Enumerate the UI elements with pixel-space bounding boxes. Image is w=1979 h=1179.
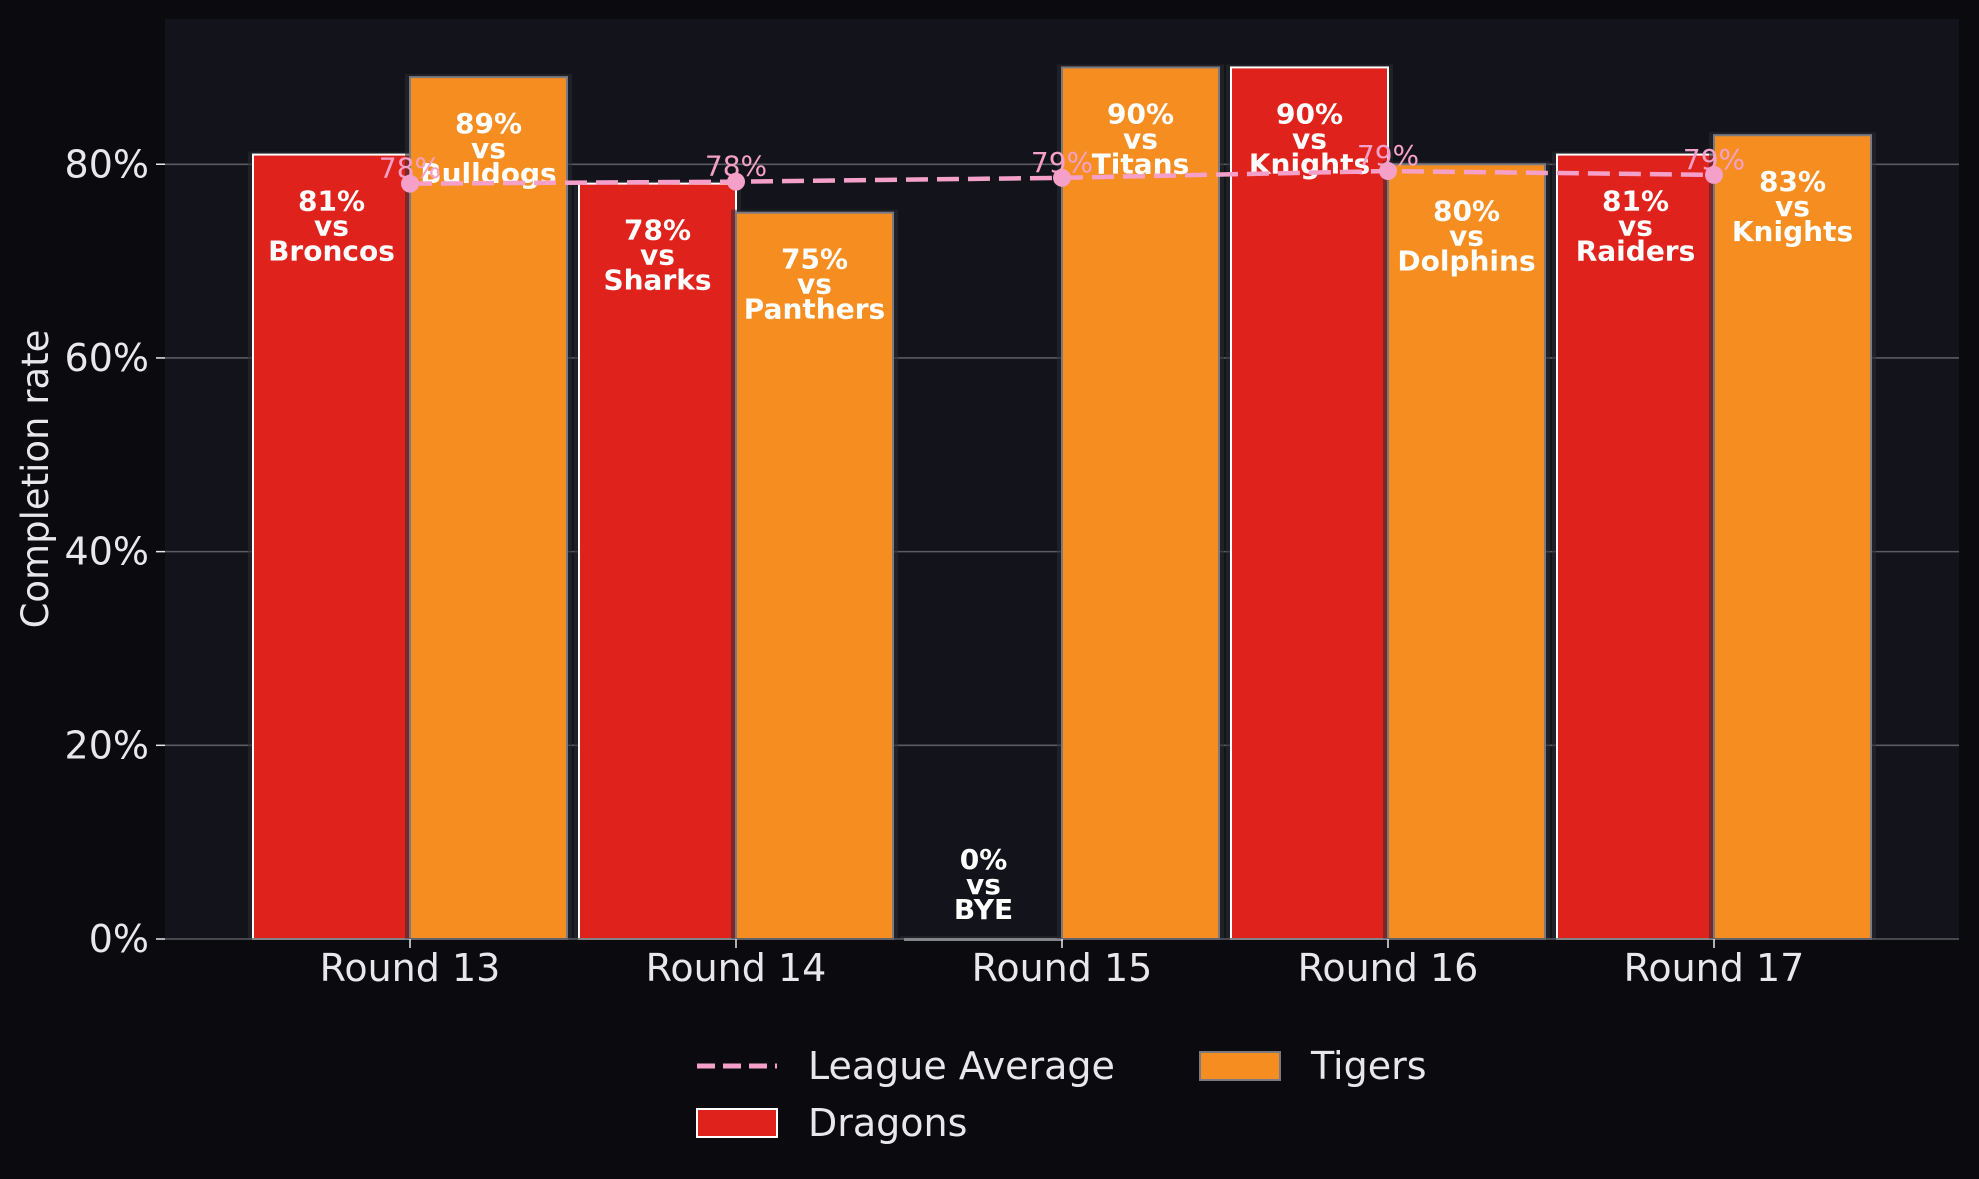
bar-label-line: vs [1449,219,1484,252]
bar-label-line: vs [797,268,832,301]
legend: League Average Dragons Tigers [696,1044,1427,1145]
legend-swatch-tigers [1199,1051,1281,1081]
legend-label: Dragons [808,1101,967,1145]
bar-label: 78% vs Sharks [603,214,711,297]
bar-label: 81% vs Raiders [1576,185,1696,268]
bar-label-line: Panthers [744,293,885,326]
league-average-point [401,174,419,193]
bar-label-line: 75% [781,243,848,276]
league-average-label: 79% [1683,143,1745,176]
x-tick-label: Round 14 [646,946,827,990]
x-tick-label: Round 15 [972,946,1153,990]
bar-label-line: vs [1123,122,1158,155]
bar-tigers-3 [1387,163,1546,940]
legend-swatch-dragons [696,1108,778,1138]
y-tick-label: 60% [65,336,149,380]
bar-dragons-4 [1556,153,1715,941]
league-average-point [727,172,745,191]
league-average-label: 79% [1357,139,1419,172]
bar-label: 0% vs BYE [954,843,1013,926]
axes: 0% 20% 40% 60% 80% Round 13 Round 14 Round 15 Ro… [65,142,1959,990]
bar-label-line: vs [314,210,349,243]
bar-label-line: 90% [1276,97,1343,130]
league-average-point [1705,165,1723,184]
bar-label-line: BYE [954,893,1013,926]
y-tick-label: 40% [65,530,149,574]
bar-label-line: Dolphins [1397,244,1535,277]
league-average-label: 78% [379,152,441,185]
bar-label-line: 83% [1759,165,1826,198]
legend-label: Tigers [1310,1044,1427,1088]
bar-dragons-3 [1230,66,1389,940]
bar-label-line: 81% [1602,185,1669,218]
bar-label: 75% vs Panthers [744,243,885,326]
x-tick-label: Round 17 [1624,946,1805,990]
y-tick-label: 0% [89,917,149,961]
bar-dragons-1 [578,182,737,940]
bar-tigers-2 [1061,66,1220,940]
league-average-line: 78% 78% 79% 79% 79% [379,139,1745,193]
bar-tigers-1 [735,211,894,940]
bar-label-line: 90% [1107,97,1174,130]
bar-label-line: Knights [1732,215,1853,248]
y-tick-label: 80% [65,142,149,186]
bar-label: 83% vs Knights [1732,165,1853,248]
y-axis-title: Completion rate [14,330,57,629]
bar-label-line: vs [640,239,675,272]
bar-tigers-0 [409,76,568,940]
y-tick-label: 20% [65,723,149,767]
bar-label-line: vs [1618,210,1653,243]
x-tick-label: Round 16 [1298,946,1479,990]
legend-label: League Average [808,1044,1115,1088]
bar-label-line: vs [1292,122,1327,155]
bar-label-line: vs [471,132,506,165]
bar-tigers-4 [1713,134,1872,941]
bar-dragons-0 [252,153,411,941]
bar-label: 80% vs Dolphins [1397,194,1535,277]
bar-label-line: Broncos [268,235,395,268]
bar-label-line: vs [966,868,1001,901]
bar-label-line: 89% [455,107,522,140]
league-average-label: 79% [1031,146,1093,179]
bar-label-line: Raiders [1576,235,1696,268]
x-tick-label: Round 13 [320,946,501,990]
bar-label-line: 80% [1433,194,1500,227]
league-average-point [1053,168,1071,187]
bar-label-line: 0% [960,843,1008,876]
league-average-point [1379,162,1397,181]
bar-label-line: 78% [624,214,691,247]
bar-shadow [900,936,1067,939]
league-average-label: 78% [705,150,767,183]
bars [248,64,1876,941]
bar-label-line: vs [1775,190,1810,223]
bar-label-line: 81% [298,185,365,218]
bar-label: 81% vs Broncos [268,185,395,268]
bar-label-line: Sharks [603,264,711,297]
